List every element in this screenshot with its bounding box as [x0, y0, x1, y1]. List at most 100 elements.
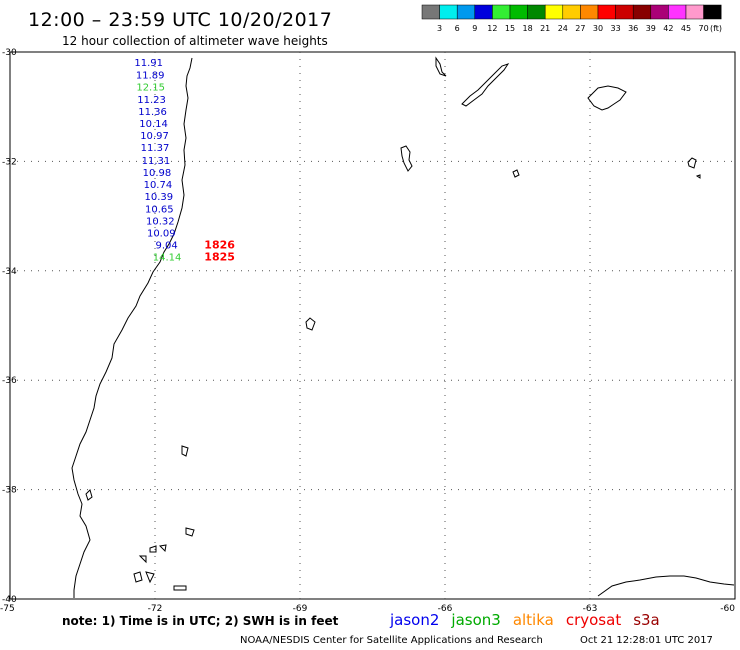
longitude-tick-label: -66	[438, 604, 453, 614]
island-small-north	[512, 169, 520, 178]
colorbar-label: 24	[558, 24, 568, 33]
pass-time-label: 1825	[204, 251, 235, 264]
colorbar-label: 27	[575, 24, 585, 33]
colorbar-label: 33	[611, 24, 621, 33]
bottom-right-coast	[597, 575, 735, 597]
satellite-key: jason2 jason3 altika cryosat s3a	[389, 611, 660, 629]
landmass-north-right	[461, 63, 510, 107]
chile-coastline	[71, 57, 193, 598]
colorbar-label: 36	[628, 24, 638, 33]
latitude-labels: -30 -32 -34 -36 -38 -40	[2, 48, 17, 605]
note-text: note: 1) Time is in UTC; 2) SWH is in fe…	[62, 614, 339, 628]
wave-height-label: 10.74	[144, 180, 173, 191]
wave-height-label: 11.89	[136, 70, 165, 81]
colorbar-swatch	[527, 4, 546, 20]
legend-unit: (ft)	[710, 24, 722, 33]
colorbar-swatch	[650, 4, 669, 20]
wave-height-label: 10.97	[140, 131, 169, 142]
wave-height-label: 10.14	[139, 119, 168, 130]
island-east-2	[695, 174, 701, 179]
latitude-tick-label: -36	[2, 376, 17, 386]
wave-height-label: 10.09	[147, 229, 176, 240]
island-robinson-crusoe	[305, 317, 316, 331]
colorbar-swatch	[439, 4, 458, 20]
generated-timestamp: Oct 21 12:28:01 UTC 2017	[580, 635, 713, 646]
satellite-name-jason3: jason3	[450, 611, 500, 629]
islets-south-3	[138, 555, 147, 564]
page-subtitle: 12 hour collection of altimeter wave hei…	[62, 34, 328, 48]
wave-height-label: 11.37	[141, 143, 170, 154]
latitude-tick-label: -30	[2, 48, 17, 58]
source-credit: NOAA/NESDIS Center for Satellite Applica…	[240, 635, 543, 646]
colorbar-label: 30	[593, 24, 603, 33]
landmass-north-center	[435, 56, 447, 77]
colorbar-label: 39	[646, 24, 656, 33]
pass-time-label: 1826	[204, 239, 235, 252]
wave-height-label: 10.32	[146, 216, 175, 227]
island-san-felix	[400, 145, 413, 172]
colorbar-label: 6	[455, 24, 460, 33]
colorbar-label: 45	[681, 24, 691, 33]
wave-height-label: 11.91	[134, 58, 163, 69]
page-title: 12:00 – 23:59 UTC 10/20/2017	[28, 9, 332, 31]
longitude-labels: -75 -72 -69 -66 -63 -60	[0, 604, 735, 614]
colorbar-label: 3	[437, 24, 442, 33]
longitude-tick-label: -60	[720, 604, 735, 614]
colorbar-label: 15	[505, 24, 515, 33]
islets-south-5	[145, 571, 155, 584]
satellite-name-altika: altika	[513, 611, 554, 629]
wave-height-label: 9.04	[155, 241, 177, 252]
latitude-tick-label: -34	[2, 267, 17, 277]
colorbar-swatch	[668, 4, 687, 20]
island-mocha	[85, 489, 93, 501]
wave-height-label: 11.23	[137, 95, 166, 106]
colorbar-swatch	[703, 4, 722, 20]
landmass-northeast	[587, 85, 627, 111]
colorbar-swatch	[456, 4, 476, 20]
longitude-tick-label: -75	[0, 604, 15, 614]
wave-height-label: 11.36	[138, 107, 167, 118]
colorbar-swatch	[562, 4, 581, 20]
colorbar-swatch	[615, 4, 634, 20]
islets-south-6	[173, 585, 187, 591]
latitude-tick-label: -32	[2, 157, 17, 167]
wave-height-label: 10.39	[145, 192, 174, 203]
colorbar-swatch	[544, 4, 564, 20]
coastline	[71, 56, 735, 598]
colorbar-label: 42	[663, 24, 673, 33]
wave-height-label: 11.31	[142, 156, 171, 167]
map-frame	[9, 51, 736, 600]
wave-height-label: 10.65	[145, 204, 174, 215]
wave-height-label: 10.98	[143, 168, 172, 179]
colorbar-swatch	[509, 4, 528, 20]
latitude-tick-label: -38	[2, 486, 17, 496]
islets-south-4	[133, 571, 143, 583]
longitude-tick-label: -72	[148, 604, 163, 614]
colorbar-label: 70	[699, 24, 709, 33]
satellite-name-s3a: s3a	[633, 611, 660, 629]
colorbar-swatch	[474, 4, 493, 20]
colorbar-swatch	[421, 4, 440, 20]
colorbar-label: 9	[472, 24, 477, 33]
colorbar-swatch	[632, 4, 652, 20]
wave-height-label: 12.15	[136, 82, 165, 93]
islets-south-7	[185, 527, 195, 537]
colorbar-swatch	[580, 4, 599, 20]
islets-south-2	[158, 544, 167, 553]
graticule	[10, 52, 735, 599]
wave-height-colorbar: 3 6 9 12 15 18 21 24 27 30 33 36 39 42 45 70	[421, 4, 722, 33]
satellite-name-jason2: jason2	[389, 611, 439, 629]
longitude-tick-label: -63	[583, 604, 598, 614]
colorbar-swatch	[685, 4, 704, 20]
island-east-1	[687, 157, 697, 169]
islets-south-1	[149, 545, 157, 553]
colorbar-label: 21	[540, 24, 550, 33]
wave-height-label: 14.14	[153, 253, 182, 264]
colorbar-label: 12	[487, 24, 497, 33]
colorbar-label: 18	[523, 24, 533, 33]
longitude-tick-label: -69	[293, 604, 308, 614]
